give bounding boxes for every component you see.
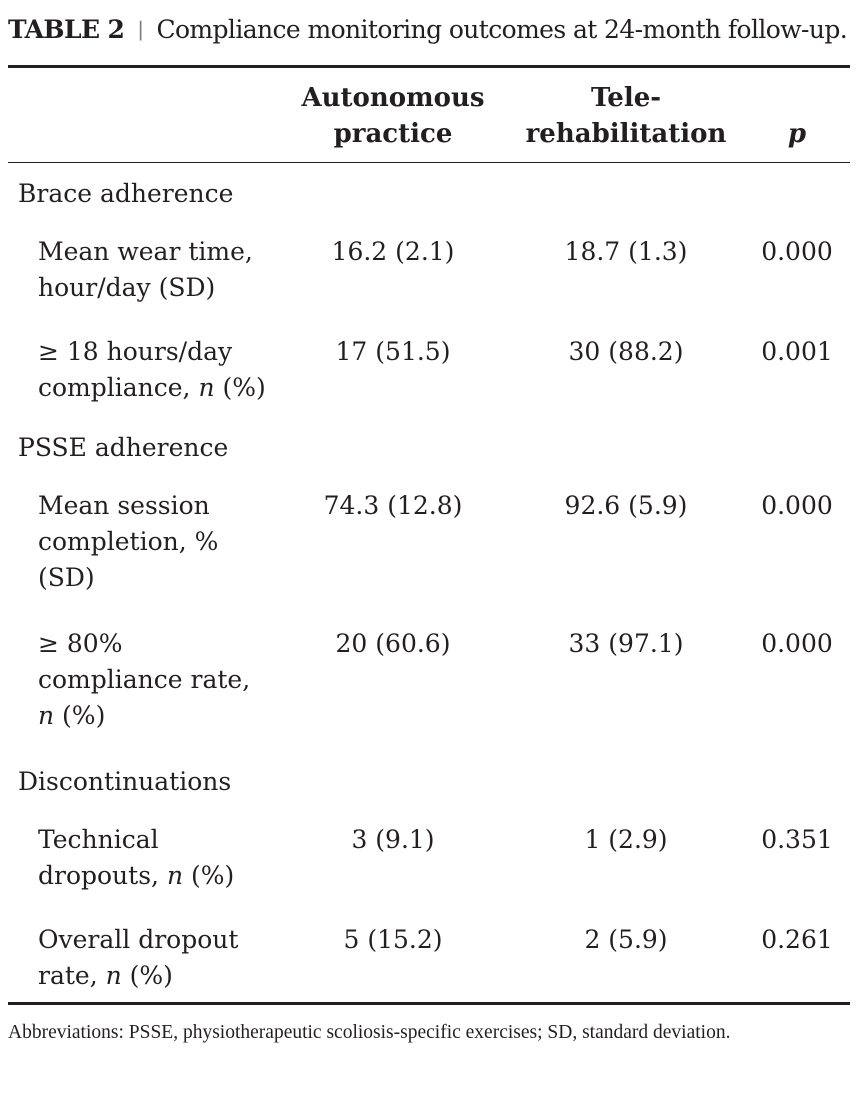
caption-separator: | <box>137 17 144 41</box>
cell-p-technical-dropouts: 0.351 <box>761 825 833 854</box>
bottom-rule <box>8 1002 850 1005</box>
cell-autonomous-mean-session-completion: 74.3 (12.8) <box>323 491 463 520</box>
header-autonomous-practice: Autonomous practice <box>301 83 485 149</box>
cell-autonomous-overall-dropout-rate: 5 (15.2) <box>343 925 443 954</box>
section-title-discontinuations: Discontinuations <box>18 767 232 796</box>
header-rule <box>8 162 850 163</box>
row-label-mean-session-completion: Mean session completion, % (SD) <box>38 491 219 592</box>
cell-tele-mean-session-completion: 92.6 (5.9) <box>564 491 688 520</box>
cell-p-mean-session-completion: 0.000 <box>761 491 833 520</box>
table-footnote: Abbreviations: PSSE, physiotherapeutic s… <box>8 1022 731 1043</box>
cell-tele-overall-dropout-rate: 2 (5.9) <box>584 925 668 954</box>
header-p-value: p <box>787 119 807 149</box>
section-title-psse-adherence: PSSE adherence <box>18 433 229 462</box>
row-label-18-hours-compliance: ≥ 18 hours/day compliance, n (%) <box>38 337 266 402</box>
cell-p-18-hours-compliance: 0.001 <box>761 337 833 366</box>
cell-tele-mean-wear-time: 18.7 (1.3) <box>564 237 688 266</box>
header-telerehabilitation: Tele- rehabilitation <box>525 83 727 149</box>
row-label-mean-wear-time: Mean wear time, hour/day (SD) <box>38 237 253 302</box>
cell-autonomous-18-hours-compliance: 17 (51.5) <box>335 337 451 366</box>
table-caption: TABLE 2 | Compliance monitoring outcomes a… <box>8 12 848 49</box>
cell-autonomous-mean-wear-time: 16.2 (2.1) <box>331 237 455 266</box>
cell-tele-technical-dropouts: 1 (2.9) <box>584 825 668 854</box>
cell-p-overall-dropout-rate: 0.261 <box>761 925 833 954</box>
top-rule <box>8 65 850 68</box>
row-label-80-compliance-rate: ≥ 80% compliance rate, n (%) <box>38 629 251 730</box>
row-label-overall-dropout-rate: Overall dropout rate, n (%) <box>38 925 239 990</box>
cell-tele-18-hours-compliance: 30 (88.2) <box>568 337 684 366</box>
cell-p-80-compliance-rate: 0.000 <box>761 629 833 658</box>
caption-text: Compliance monitoring outcomes at 24-mon… <box>156 15 848 44</box>
table-label: TABLE 2 <box>8 15 125 44</box>
cell-p-mean-wear-time: 0.000 <box>761 237 833 266</box>
section-title-brace-adherence: Brace adherence <box>18 179 234 208</box>
cell-tele-80-compliance-rate: 33 (97.1) <box>568 629 684 658</box>
row-label-technical-dropouts: Technical dropouts, n (%) <box>38 825 235 890</box>
cell-autonomous-technical-dropouts: 3 (9.1) <box>351 825 435 854</box>
cell-autonomous-80-compliance-rate: 20 (60.6) <box>335 629 451 658</box>
